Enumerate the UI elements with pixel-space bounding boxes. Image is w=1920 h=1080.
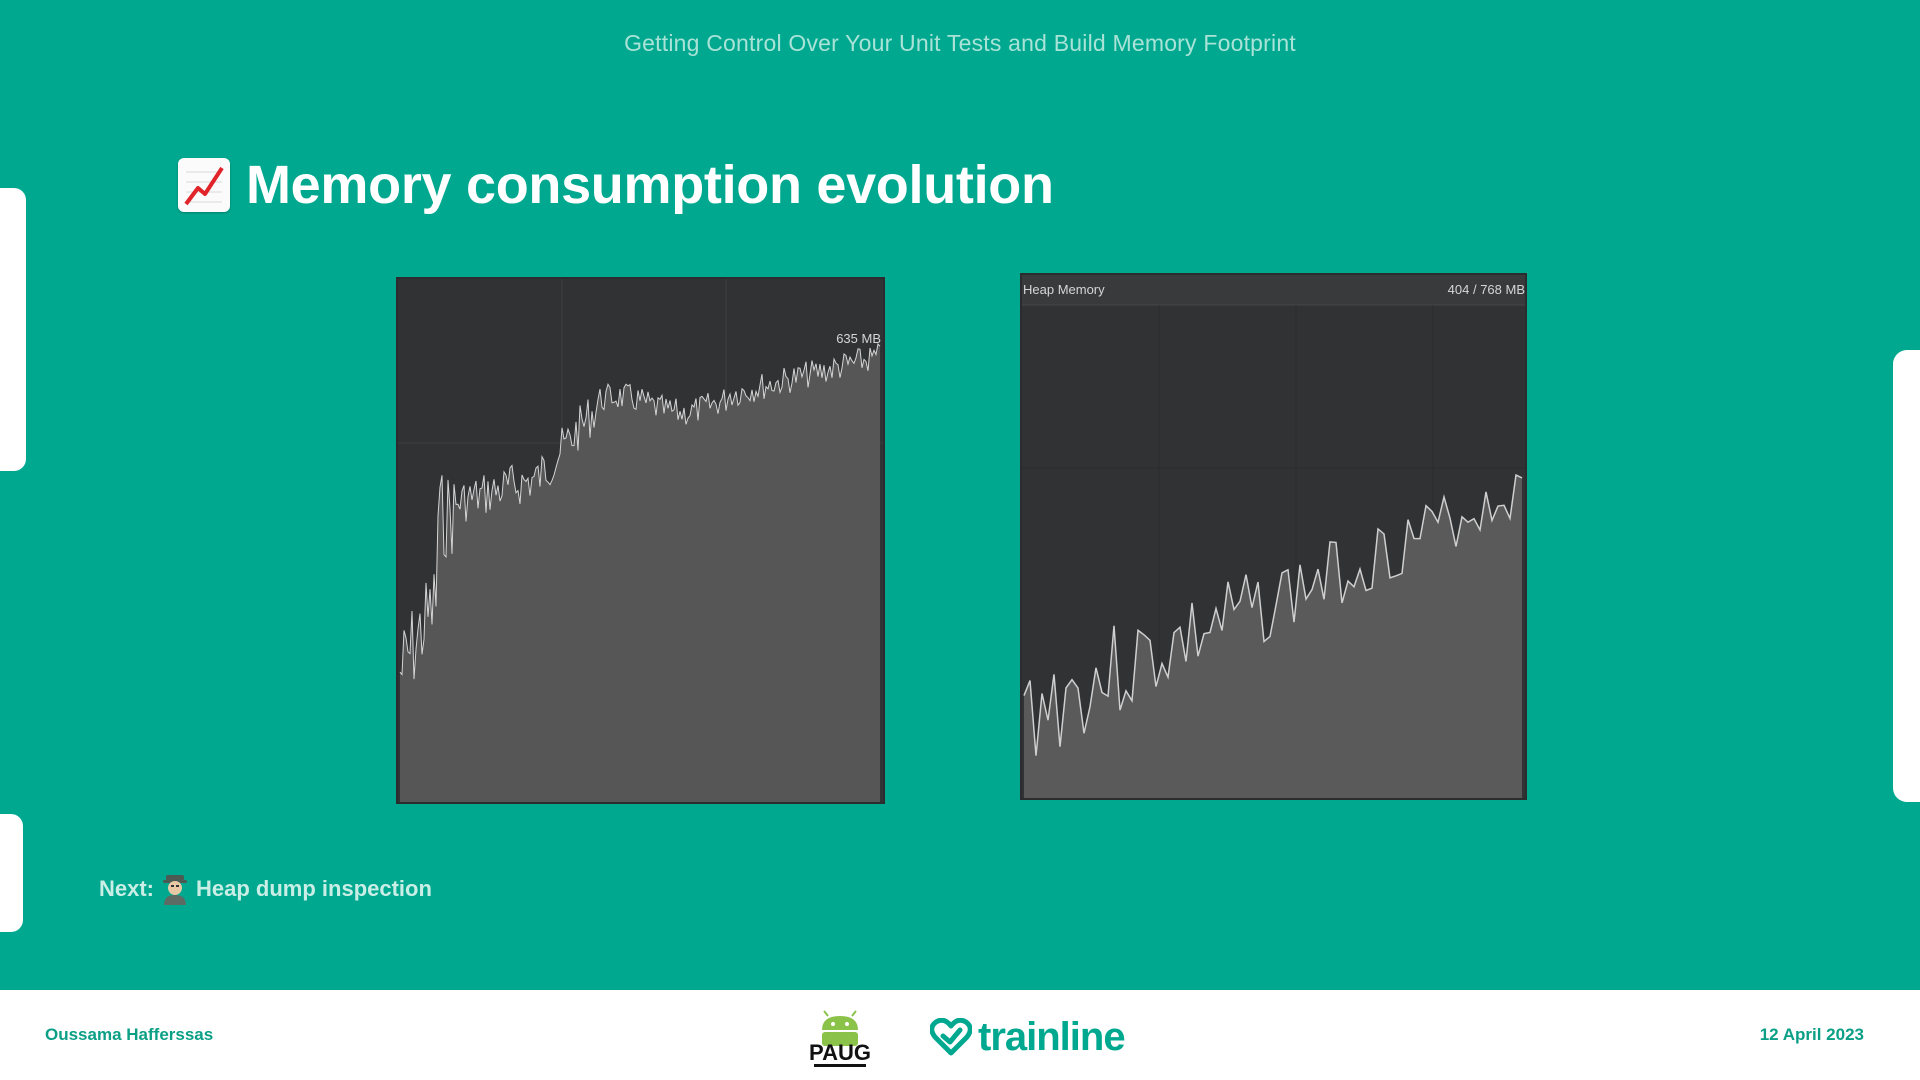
document-title: Getting Control Over Your Unit Tests and…: [624, 30, 1296, 56]
memory-value-label: 635 MB: [836, 331, 881, 346]
memory-chart-left: 635 MB: [396, 277, 885, 804]
heap-memory-title: Heap Memory: [1023, 282, 1105, 297]
next-prefix: Next:: [99, 876, 155, 901]
heap-line: [1023, 473, 1523, 756]
paug-logo: PAUG: [800, 1008, 880, 1070]
heap-memory-chart: Heap Memory 404 / 768 MB: [1020, 273, 1527, 800]
presentation-date: 12 April 2023: [1759, 1025, 1864, 1044]
left-edge-tab-bottom: [0, 814, 23, 932]
right-edge-tab: [1893, 350, 1920, 802]
heap-area: [1024, 475, 1522, 798]
heap-usage-label: 404 / 768 MB: [1447, 282, 1525, 297]
chart-increasing-icon: [178, 158, 230, 212]
author-name: Oussama Hafferssas: [45, 1025, 214, 1044]
memory-area-left: [400, 343, 880, 802]
memory-line-left: [399, 342, 881, 680]
trainline-logo: trainline: [930, 1014, 1126, 1059]
heart-check-icon: [930, 1018, 972, 1056]
slide-background: Getting Control Over Your Unit Tests and…: [0, 0, 1920, 990]
trainline-wordmark: trainline: [978, 1014, 1126, 1059]
slide-heading: Memory consumption evolution: [178, 150, 1054, 220]
svg-text:PAUG: PAUG: [809, 1040, 871, 1065]
page-title: Memory consumption evolution: [246, 155, 1054, 215]
next-topic-text: Heap dump inspection: [196, 876, 432, 901]
left-edge-tab-top: [0, 188, 26, 471]
next-topic: Next: Heap dump inspection: [99, 872, 432, 906]
detective-icon: [160, 873, 190, 905]
